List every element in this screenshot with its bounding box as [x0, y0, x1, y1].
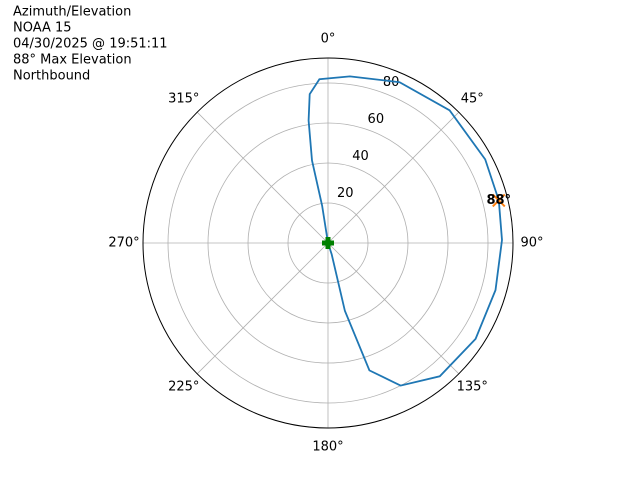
x-marker: [492, 193, 506, 208]
grid-spoke: [327, 242, 460, 375]
plus-marker: [322, 237, 334, 249]
grid-spoke: [327, 111, 460, 244]
title-line: NOAA 15: [13, 21, 72, 36]
theta-tick-label: 0°: [321, 32, 336, 47]
title-line: 88° Max Elevation: [13, 53, 132, 68]
theta-tick-label: 180°: [312, 440, 343, 455]
r-tick-label: 80: [383, 75, 400, 90]
title-line: 04/30/2025 @ 19:51:11: [13, 37, 168, 52]
r-tick-label: 60: [368, 112, 385, 127]
theta-tick-label: 135°: [457, 380, 488, 395]
grid-spoke: [196, 111, 329, 244]
theta-tick-label: 225°: [168, 380, 199, 395]
max-elevation-label: 88°: [486, 193, 511, 208]
r-tick-label: 40: [352, 149, 369, 164]
r-tick-label: 20: [337, 186, 354, 201]
title-line: Northbound: [13, 69, 90, 84]
theta-tick-label: 270°: [108, 236, 139, 251]
pass-track: [307, 75, 503, 387]
grid-spoke: [196, 242, 329, 375]
polar-frame: [142, 57, 514, 429]
theta-tick-label: 45°: [461, 91, 484, 106]
theta-tick-label: 315°: [168, 91, 199, 106]
title-line: Azimuth/Elevation: [13, 5, 131, 20]
theta-tick-label: 90°: [520, 236, 543, 251]
